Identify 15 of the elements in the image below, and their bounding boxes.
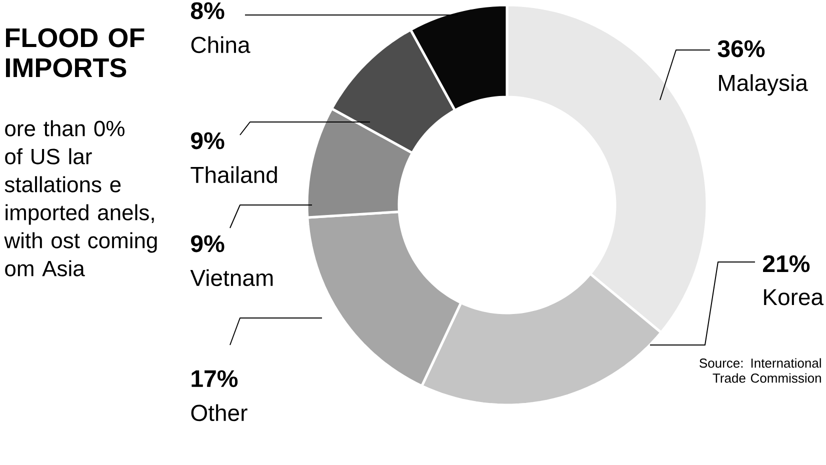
slice-label: China <box>191 36 250 54</box>
data-label: 9% <box>191 132 224 150</box>
text: FLOOD OF IMPORTS <box>6 28 144 78</box>
source-note: Source: International Trade Commission <box>700 358 821 383</box>
data-label: 9% <box>191 235 224 252</box>
text: ore than 0% of US lar stallations e imported anels, with ost coming om Asia <box>4 120 157 276</box>
data-label: 21% <box>763 255 810 272</box>
slice-label: Thailand <box>190 166 277 184</box>
data-label: 36% <box>718 40 765 58</box>
data-label: 17% <box>192 370 238 388</box>
slice-label: Korea <box>764 289 824 306</box>
data-label: 8% <box>190 2 224 20</box>
slice-label: Malaysia <box>719 74 808 96</box>
slice-label: Vietnam <box>190 269 273 286</box>
slice-label: Other <box>191 404 248 422</box>
